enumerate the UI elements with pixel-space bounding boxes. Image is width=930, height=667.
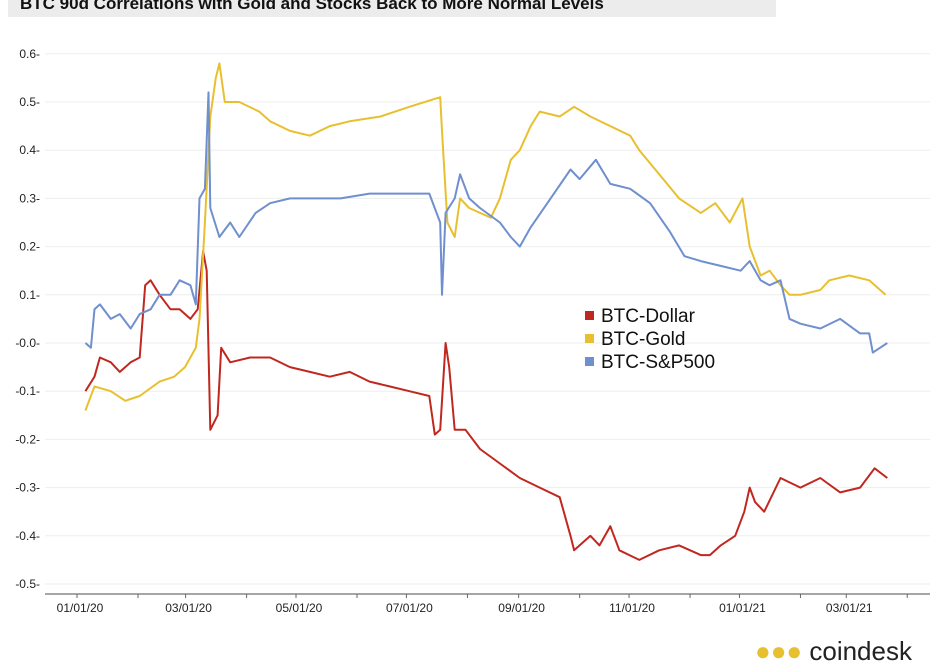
y-tick-label: -0.0- [15,336,40,350]
legend-label: BTC-S&P500 [601,352,715,373]
legend-label: BTC-Gold [601,329,685,350]
y-tick-label: 0.4- [19,143,40,157]
series-line-btc-dollar [84,250,888,561]
series-line-btc-gold [84,62,887,411]
x-tick-label: 11/01/20 [609,601,655,615]
line-chart: 0.6- 0.5- 0.4- 0.3- 0.2- 0.1- -0.0- -0.1- -0.2- -… [15,47,930,615]
chart-title: BTC 90d Correlations with Gold and Stock… [20,0,604,13]
series-line-btc-s-p500 [84,91,888,354]
x-tick-label: 01/01/21 [719,601,766,615]
y-tick-label: 0.5- [19,95,40,109]
y-tick-label: 0.1- [19,288,40,302]
y-tick-label: -0.2- [15,432,40,446]
y-tick-label: 0.6- [19,47,40,61]
x-tick-label: 09/01/20 [498,601,545,615]
x-tick-label: 01/01/20 [57,601,104,615]
chart-container: BTC 90d Correlations with Gold and Stock… [8,0,930,666]
y-tick-label: 0.2- [19,240,40,254]
x-tick-label: 03/01/20 [165,601,212,615]
x-tick-label: 03/01/21 [826,601,873,615]
logo-mark-icon: ●●● [755,636,803,666]
y-tick-label: 0.3- [19,191,40,205]
legend-swatch [585,311,594,320]
y-tick-label: -0.4- [15,529,40,543]
x-tick-label: 05/01/20 [276,601,323,615]
legend-swatch [585,357,594,366]
x-tick-label: 07/01/20 [386,601,433,615]
legend-label: BTC-Dollar [601,306,696,327]
legend-swatch [585,334,594,343]
coindesk-logo: ●●● coindesk [755,636,912,667]
y-tick-label: -0.5- [15,577,40,591]
logo-text: coindesk [809,636,912,666]
y-tick-label: -0.3- [15,481,40,495]
title-banner [8,0,776,17]
y-tick-label: -0.1- [15,384,40,398]
